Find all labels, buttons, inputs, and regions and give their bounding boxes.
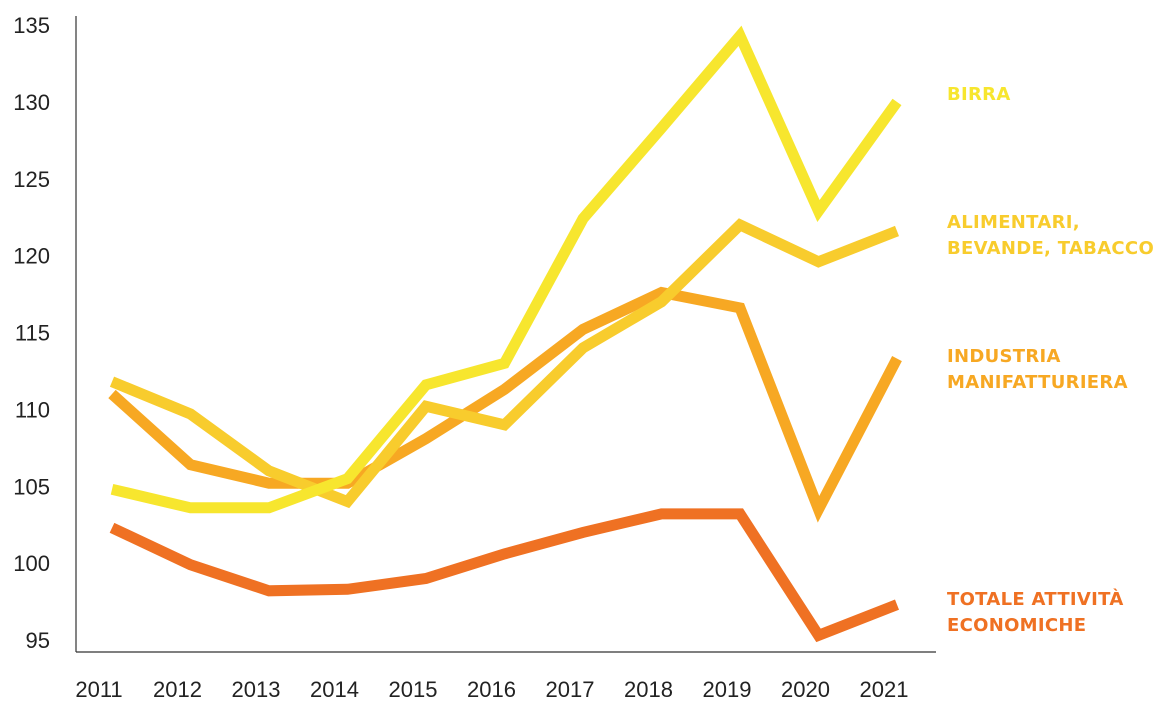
legend-label: MANIFATTURIERA <box>947 372 1128 393</box>
legend-label: BIRRA <box>947 84 1011 105</box>
y-tick-label: 95 <box>26 628 50 653</box>
y-tick-label: 130 <box>13 90 50 115</box>
y-tick-label: 120 <box>13 244 50 269</box>
y-tick-labels: 95 100 105 110 115 120 125 130 135 <box>13 13 50 653</box>
series-line-3 <box>109 508 900 643</box>
x-tick-label: 2016 <box>467 677 516 702</box>
series-line-0 <box>110 25 902 514</box>
axes <box>75 16 936 653</box>
y-tick-label: 135 <box>13 13 50 38</box>
x-tick-label: 2017 <box>546 677 595 702</box>
x-tick-label: 2014 <box>310 677 359 702</box>
x-tick-label: 2019 <box>703 677 752 702</box>
y-tick-label: 100 <box>13 551 50 576</box>
x-tick-label: 2011 <box>75 677 122 702</box>
legend: BIRRA ALIMENTARI, BEVANDE, TABACCO INDUSTRI… <box>947 84 1154 636</box>
legend-label: ECONOMICHE <box>947 615 1086 636</box>
legend-label: INDUSTRIA <box>947 346 1061 367</box>
x-tick-label: 2020 <box>781 677 830 702</box>
legend-label: BEVANDE, TABACCO <box>947 238 1154 259</box>
y-tick-label: 105 <box>13 474 50 499</box>
y-tick-label: 115 <box>15 321 50 346</box>
series-line-2 <box>108 286 902 523</box>
x-tick-label: 2021 <box>860 677 909 702</box>
series-line-1 <box>109 218 900 509</box>
x-tick-label: 2015 <box>389 677 438 702</box>
series-lines <box>108 25 902 643</box>
y-tick-label: 110 <box>15 397 50 422</box>
legend-label: ALIMENTARI, <box>947 212 1080 233</box>
x-tick-label: 2018 <box>624 677 673 702</box>
x-tick-label: 2013 <box>232 677 281 702</box>
y-tick-label: 125 <box>13 167 50 192</box>
x-tick-label: 2012 <box>153 677 202 702</box>
x-tick-labels: 2011 2012 2013 2014 2015 2016 2017 2018 2019 2020… <box>75 677 908 702</box>
legend-label: TOTALE ATTIVITÀ <box>947 588 1124 610</box>
